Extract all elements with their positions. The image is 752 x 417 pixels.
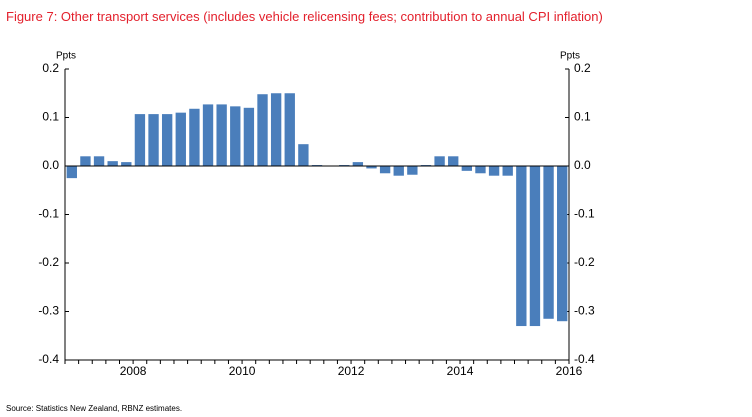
y2-tick-label: -0.4 — [574, 352, 595, 366]
x-tick-label: 2014 — [447, 364, 474, 378]
y-tick-label: -0.3 — [38, 304, 59, 318]
bar — [161, 114, 173, 166]
y-tick-label: 0.2 — [42, 61, 59, 75]
y-unit-left: Ppts — [56, 51, 76, 62]
y-tick-label: -0.2 — [38, 255, 59, 269]
y-tick-label: 0.0 — [42, 158, 59, 172]
bar — [488, 166, 500, 176]
y2-tick-label: 0.1 — [574, 110, 591, 124]
y2-tick-label: -0.1 — [574, 207, 595, 221]
x-tick-label: 2008 — [120, 364, 147, 378]
bar — [557, 166, 568, 322]
bar — [175, 112, 186, 166]
bar — [121, 162, 132, 166]
y-tick-label: -0.4 — [38, 352, 59, 366]
y2-tick-label: -0.2 — [574, 255, 595, 269]
chart-title: Figure 7: Other transport services (incl… — [6, 9, 603, 24]
bar — [366, 166, 377, 169]
bar — [270, 93, 282, 166]
bar — [461, 166, 473, 171]
bar — [134, 114, 146, 166]
y2-tick-label: 0.0 — [574, 158, 591, 172]
bar — [230, 106, 241, 166]
bar — [475, 166, 486, 174]
bar — [66, 166, 77, 179]
bar — [543, 166, 554, 319]
bar — [393, 166, 404, 176]
x-tick-label: 2012 — [338, 364, 365, 378]
bar — [189, 108, 200, 166]
bar — [434, 156, 445, 166]
y2-tick-label: -0.3 — [574, 304, 595, 318]
y-tick-label: -0.1 — [38, 207, 59, 221]
bar — [202, 104, 214, 166]
bar — [298, 144, 309, 166]
bar — [448, 156, 459, 166]
bar — [516, 166, 527, 327]
bar — [352, 162, 364, 166]
bar — [93, 156, 105, 166]
y-unit-right: Ppts — [560, 51, 580, 62]
y2-tick-label: 0.2 — [574, 61, 591, 75]
bar — [243, 107, 255, 166]
bar — [379, 166, 391, 174]
x-tick-label: 2010 — [229, 364, 256, 378]
source-note: Source: Statistics New Zealand, RBNZ est… — [6, 404, 182, 413]
bar — [284, 93, 295, 166]
x-tick-label: 2016 — [556, 364, 583, 378]
bar — [529, 166, 541, 327]
y-tick-label: 0.1 — [42, 110, 59, 124]
bar — [80, 156, 91, 166]
bar — [257, 94, 268, 166]
bar — [216, 104, 227, 166]
bar — [148, 114, 159, 166]
bar — [407, 166, 418, 175]
bar — [502, 166, 513, 176]
bar — [107, 161, 118, 166]
